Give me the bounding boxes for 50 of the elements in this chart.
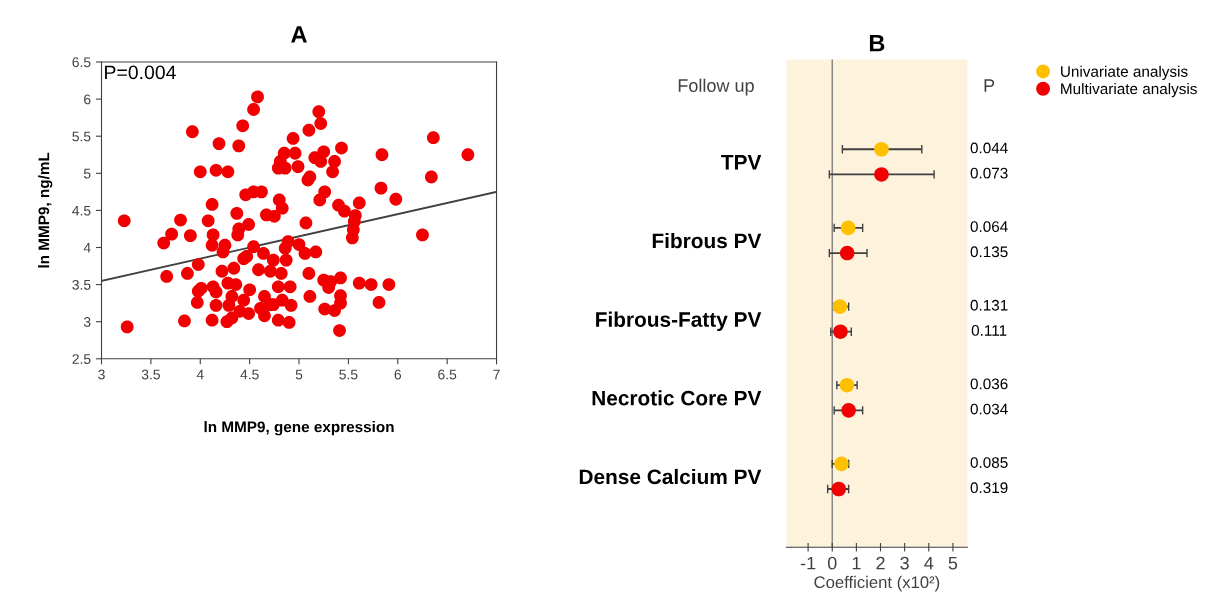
text: 0.111 — [971, 325, 1007, 336]
x-tick-label: 5 — [948, 556, 958, 570]
y-tick-label: 4.5 — [72, 205, 91, 216]
x-tick-label: 3 — [98, 369, 105, 380]
x-tick-label: 0 — [827, 556, 837, 570]
x-axis-title: ln MMP9, gene expression — [204, 421, 394, 436]
x-tick-label: 3.5 — [141, 369, 160, 380]
text: 0.131 — [970, 299, 1008, 311]
x-tick-label: 4.5 — [240, 369, 259, 380]
y-tick-label: Fibrous PV — [652, 232, 762, 249]
y-tick-label: Necrotic Core PV — [592, 390, 762, 406]
y-tick-label: 3 — [83, 317, 91, 327]
y-tick-label: 6 — [84, 94, 91, 105]
x-tick-label: -1 — [800, 556, 816, 570]
x-tick-label: 7 — [493, 369, 500, 380]
y-tick-label: Dense Calcium PV — [579, 468, 762, 485]
text: 0.073 — [970, 167, 1008, 179]
text: 0.085 — [970, 457, 1008, 468]
x-tick-label: 4 — [196, 369, 204, 380]
x-tick-label: 1 — [852, 556, 861, 570]
x-tick-label: 4 — [924, 556, 934, 570]
legend-label: Multivariate analysis — [1061, 83, 1197, 98]
text: 0.036 — [970, 378, 1008, 390]
chart-title: A — [291, 26, 307, 43]
text: Follow up — [678, 78, 754, 96]
x-tick-label: 6.5 — [438, 369, 457, 380]
y-tick-label: 5 — [83, 168, 91, 179]
y-tick-label: 5.5 — [72, 131, 91, 142]
y-tick-label: 4 — [83, 242, 91, 253]
y-tick-label: 6.5 — [72, 57, 91, 68]
chart-title: B — [869, 35, 885, 52]
text: 0.064 — [970, 221, 1008, 233]
text: 0.319 — [970, 482, 1008, 494]
x-tick-label: 2 — [876, 556, 885, 570]
x-tick-label: 6 — [394, 369, 402, 380]
y-axis-title: ln MMP9, ng/mL — [38, 152, 53, 268]
text: 0.135 — [970, 246, 1008, 258]
y-tick-label: Fibrous-Fatty PV — [596, 311, 762, 332]
legend-label: Univariate analysis — [1061, 65, 1188, 80]
y-tick-label: 3.5 — [72, 279, 91, 290]
y-tick-label: TPV — [721, 155, 762, 170]
x-tick-label: 5.5 — [339, 369, 358, 380]
x-tick-label: 3 — [900, 556, 909, 570]
annotation: P=0.004 — [105, 65, 176, 80]
x-tick-label: 5 — [295, 369, 303, 380]
text: 0.034 — [970, 403, 1008, 415]
y-tick-label: 2.5 — [72, 354, 91, 364]
x-axis-title: Coefficient (x10²) — [814, 575, 940, 592]
text: P — [984, 79, 995, 92]
text: 0.044 — [970, 142, 1008, 154]
